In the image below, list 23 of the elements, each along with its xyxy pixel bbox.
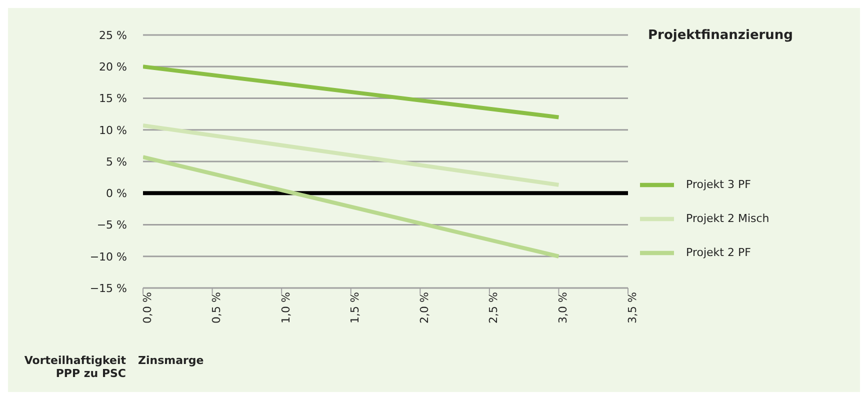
y-tick-label: 10 % xyxy=(99,124,127,137)
legend-label: Projekt 2 Misch xyxy=(686,212,770,226)
y-tick-label: −5 % xyxy=(96,218,127,232)
legend-label: Projekt 2 PF xyxy=(686,246,751,260)
y-axis-title: Vorteilhaftigkeit PPP zu PSC xyxy=(23,354,126,380)
x-axis-title: Zinsmarge xyxy=(138,354,204,367)
legend-label: Projekt 3 PF xyxy=(686,178,751,192)
x-tick-label: 0,5 % xyxy=(210,292,224,324)
x-tick-label: 1,0 % xyxy=(279,292,292,324)
x-tick-label: 2,0 % xyxy=(418,292,431,324)
y-tick-label: 20 % xyxy=(99,60,127,74)
x-tick-label: 2,5 % xyxy=(487,292,500,324)
text: Projektfinanzierung xyxy=(648,28,793,43)
x-tick-label: 3,5 % xyxy=(626,292,639,324)
y-tick-label: −10 % xyxy=(90,250,127,264)
y-tick-label: −15 % xyxy=(90,282,127,295)
y-tick-label: 25 % xyxy=(99,28,127,42)
y-tick-label: 15 % xyxy=(99,92,127,106)
x-tick-label: 3,0 % xyxy=(556,292,570,324)
y-tick-label: 0 % xyxy=(106,187,127,200)
x-tick-label: 0,0 % xyxy=(140,292,154,324)
x-tick-label: 1,5 % xyxy=(348,292,362,324)
y-tick-label: 5 % xyxy=(106,155,127,168)
